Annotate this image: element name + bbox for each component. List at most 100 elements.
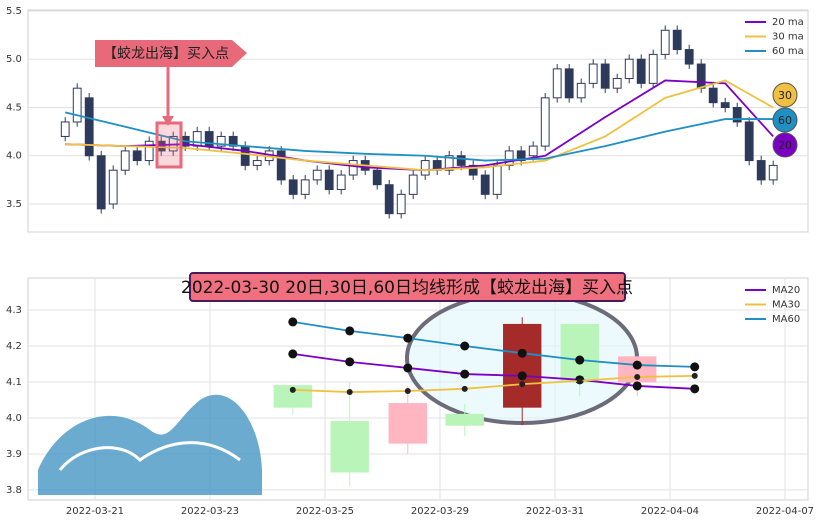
ma-badge-label: 20 <box>778 139 792 152</box>
candle-body <box>612 78 622 89</box>
x-tick-label: 2022-03-23 <box>181 506 239 517</box>
candle-body <box>756 160 766 181</box>
plot-front: 20 ma 20 30 ma 30 60 ma 60 MA20 MA30 MA60 <box>60 17 804 487</box>
ma-point <box>403 363 413 373</box>
legend-label: MA60 <box>772 314 800 325</box>
ma-point <box>404 387 411 394</box>
candle-body <box>144 140 154 162</box>
ma-point <box>576 377 583 384</box>
candle-body <box>240 145 250 166</box>
candle-body <box>600 63 610 89</box>
candle-body <box>72 87 82 123</box>
candle-body <box>456 155 466 166</box>
candle-body <box>480 174 490 195</box>
candle-body <box>120 150 130 171</box>
legend-label: 20 ma <box>772 17 804 28</box>
candle-body <box>648 53 658 84</box>
y-tick-label: 5.5 <box>6 6 22 17</box>
y-tick-label: 4.0 <box>6 151 22 162</box>
candle-body <box>348 160 358 176</box>
ma-point <box>575 355 585 365</box>
candle-body <box>300 179 310 195</box>
x-tick-label: 2022-03-31 <box>526 506 584 517</box>
candle-body <box>560 323 599 383</box>
candle-body <box>84 97 94 157</box>
ma-line <box>64 111 774 162</box>
ma-point <box>460 369 470 379</box>
candle-body <box>696 63 706 89</box>
x-tick-label: 2022-03-29 <box>411 506 469 517</box>
x-tick-label: 2022-04-04 <box>641 506 699 517</box>
candle-body <box>276 150 286 181</box>
ma-point <box>517 348 527 358</box>
ma-point <box>517 371 527 381</box>
candle-body <box>288 179 298 195</box>
ma-point <box>346 389 353 396</box>
candle-body <box>132 150 142 162</box>
annotation-arrowhead <box>162 116 174 126</box>
candle-body <box>552 68 562 99</box>
candle-body <box>684 49 694 65</box>
plot-frame <box>27 9 809 233</box>
chart-title: 2022-03-30 20日,30日,60日均线形成【蛟龙出海】买入点 <box>181 278 633 298</box>
candle-body <box>192 131 202 147</box>
legend-label: 30 ma <box>772 32 804 43</box>
candle-body <box>408 174 418 195</box>
y-tick-label: 4.2 <box>6 341 22 352</box>
candle-body <box>576 82 586 99</box>
legend-label: MA30 <box>772 300 800 311</box>
candle-body <box>216 135 226 147</box>
candle-body <box>624 58 634 80</box>
candle-body <box>744 121 754 162</box>
candle-body <box>60 121 70 137</box>
ma-point <box>403 333 413 343</box>
candle-body <box>516 150 526 162</box>
y-tick-label: 4.3 <box>6 305 22 316</box>
ma-point <box>632 381 642 391</box>
ma-point <box>634 373 641 380</box>
candle-body <box>564 68 574 99</box>
annotation-text: 【蛟龙出海】买入点 <box>103 46 229 62</box>
candle-body <box>768 164 778 181</box>
candle-body <box>330 421 369 473</box>
x-tick-label: 2022-03-21 <box>66 506 124 517</box>
candle-body <box>660 29 670 55</box>
candle-body <box>108 169 118 205</box>
wave-foam <box>58 441 241 471</box>
y-tick-label: 3.8 <box>6 485 22 496</box>
candle-body <box>588 63 598 84</box>
x-tick-label: 2022-03-25 <box>296 506 354 517</box>
candle-body <box>504 150 514 166</box>
ma-point <box>690 362 700 372</box>
x-tick-label: 2022-04-07 <box>756 506 814 517</box>
ma-point <box>690 384 700 394</box>
candle-body <box>384 184 394 215</box>
y-tick-label: 5.0 <box>6 54 22 65</box>
y-tick-label: 3.9 <box>6 449 22 460</box>
ma-badge <box>772 82 798 108</box>
ma-line <box>292 374 695 393</box>
ma-badge-label: 60 <box>778 114 792 127</box>
ma-point <box>632 360 642 370</box>
candle-body <box>492 164 502 195</box>
candle-body <box>708 87 718 104</box>
candle-body <box>372 169 382 186</box>
candle-body <box>96 155 106 210</box>
candle-body <box>252 160 262 166</box>
ma-point <box>288 349 298 359</box>
candle-body <box>672 29 682 51</box>
ma-badge-label: 30 <box>778 89 792 102</box>
candle-body <box>720 102 730 108</box>
signal-box <box>155 121 183 169</box>
candle-body <box>445 413 484 426</box>
candle-body <box>503 323 542 408</box>
candle-body <box>228 135 238 147</box>
ma-point <box>288 317 298 327</box>
ma-badge <box>772 132 798 158</box>
candle-body <box>396 193 406 215</box>
ma-line <box>65 79 774 172</box>
y-tick-label: 4.1 <box>6 377 22 388</box>
wave-decoration <box>38 394 262 495</box>
candle-body <box>420 160 430 176</box>
